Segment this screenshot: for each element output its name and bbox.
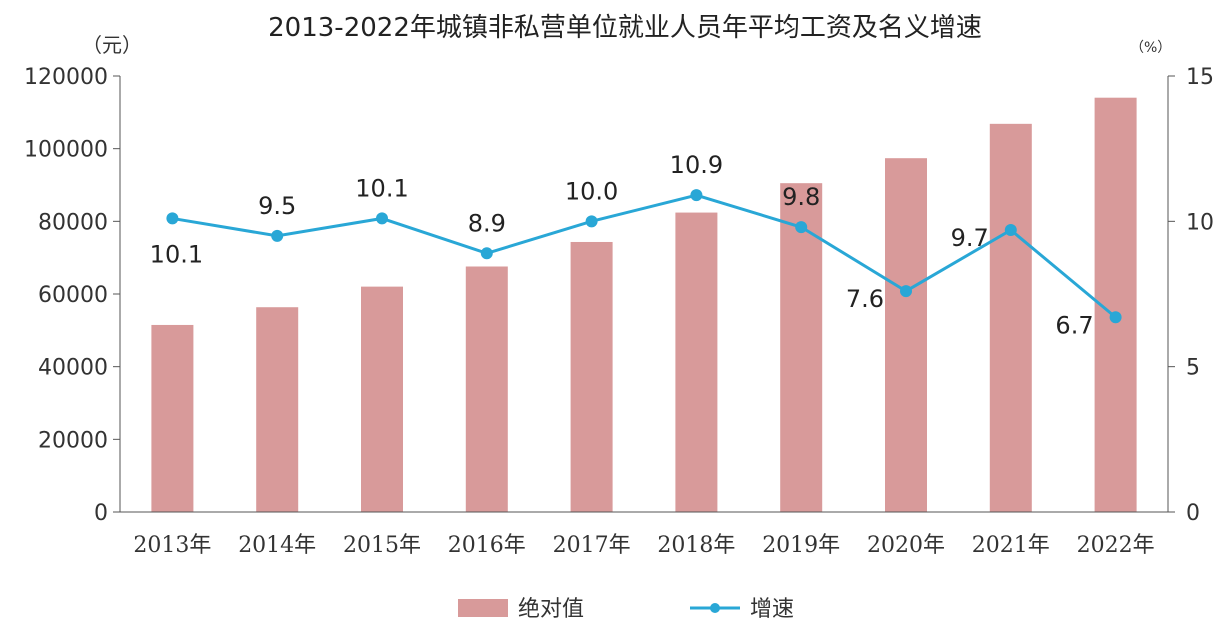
line-data-label: 8.9 xyxy=(468,209,506,237)
bar-series xyxy=(151,97,1137,513)
line-point xyxy=(795,221,808,234)
line-data-label: 10.9 xyxy=(670,151,723,179)
x-axis-tick-label: 2021年 xyxy=(972,533,1050,558)
bar xyxy=(256,307,299,512)
line-data-label: 6.7 xyxy=(1055,311,1093,339)
bar xyxy=(780,183,823,513)
left-axis-tick-label: 120000 xyxy=(24,65,108,90)
legend-label-bar: 绝对值 xyxy=(518,597,584,622)
line-data-label: 7.6 xyxy=(846,285,884,313)
bar xyxy=(989,123,1032,513)
line-point xyxy=(1004,224,1017,237)
line-point xyxy=(900,285,912,298)
bar xyxy=(151,324,194,512)
right-axis-tick-label: 10 xyxy=(1186,210,1214,235)
bar xyxy=(885,158,927,512)
line-data-label: 10.1 xyxy=(150,240,203,268)
line-point xyxy=(1109,311,1122,324)
x-axis-tick-label: 2014年 xyxy=(238,533,316,558)
line-data-label: 9.5 xyxy=(258,192,296,220)
right-axis-tick-label: 15 xyxy=(1186,65,1214,90)
legend: 绝对值 增速 xyxy=(458,597,794,622)
x-axis-tick-label: 2018年 xyxy=(657,533,735,558)
right-axis: 0 5 10 15 xyxy=(1167,65,1214,526)
legend-swatch-marker xyxy=(710,603,720,613)
left-axis-tick-label: 100000 xyxy=(24,138,108,163)
bar xyxy=(361,286,403,512)
x-axis-tick-label: 2016年 xyxy=(448,533,526,558)
line-point xyxy=(166,212,179,225)
right-axis-tick-label: 5 xyxy=(1186,356,1200,381)
line-data-label: 10.1 xyxy=(355,174,408,202)
x-axis-tick-label: 2019年 xyxy=(762,533,840,558)
line-point xyxy=(376,212,388,225)
line-point xyxy=(271,229,284,242)
bar xyxy=(675,212,718,512)
chart-title: 2013-2022年城镇非私营单位就业人员年平均工资及名义增速 xyxy=(268,13,982,43)
legend-label-line: 增速 xyxy=(750,597,794,622)
right-axis-unit: （%） xyxy=(1130,40,1171,56)
x-axis-tick-label: 2017年 xyxy=(553,533,631,558)
line-point xyxy=(585,215,598,228)
left-axis-tick-label: 60000 xyxy=(38,283,108,308)
x-axis-tick-label: 2013年 xyxy=(133,533,211,558)
line-series: 10.1 9.5 10.1 8.9 10.0 10.9 9.8 7.6 9.7 6.7 xyxy=(150,151,1122,339)
line-data-label: 10.0 xyxy=(565,177,618,205)
legend-swatch-bar xyxy=(458,599,508,617)
x-axis: 2013年 2014年 2015年 2016年 2017年 2018年 2019年 2020年… xyxy=(120,511,1168,558)
left-axis-tick-label: 0 xyxy=(94,501,108,526)
bar xyxy=(570,241,613,512)
left-axis-tick-label: 80000 xyxy=(38,210,108,235)
line-data-label: 9.8 xyxy=(782,183,820,211)
line-point xyxy=(480,247,493,260)
line-path xyxy=(172,193,1117,319)
left-axis-unit: （元） xyxy=(82,33,142,57)
left-axis: 0 20000 40000 60000 80000 100000 120000 xyxy=(24,65,121,526)
x-axis-tick-label: 2022年 xyxy=(1077,533,1155,558)
left-axis-tick-label: 20000 xyxy=(38,428,108,453)
right-axis-tick-label: 0 xyxy=(1186,501,1200,526)
x-axis-tick-label: 2015年 xyxy=(343,533,421,558)
line-data-label: 9.7 xyxy=(951,224,989,252)
bar xyxy=(465,266,508,512)
x-axis-tick-label: 2020年 xyxy=(867,533,945,558)
left-axis-tick-label: 40000 xyxy=(38,356,108,381)
line-point xyxy=(690,189,703,202)
